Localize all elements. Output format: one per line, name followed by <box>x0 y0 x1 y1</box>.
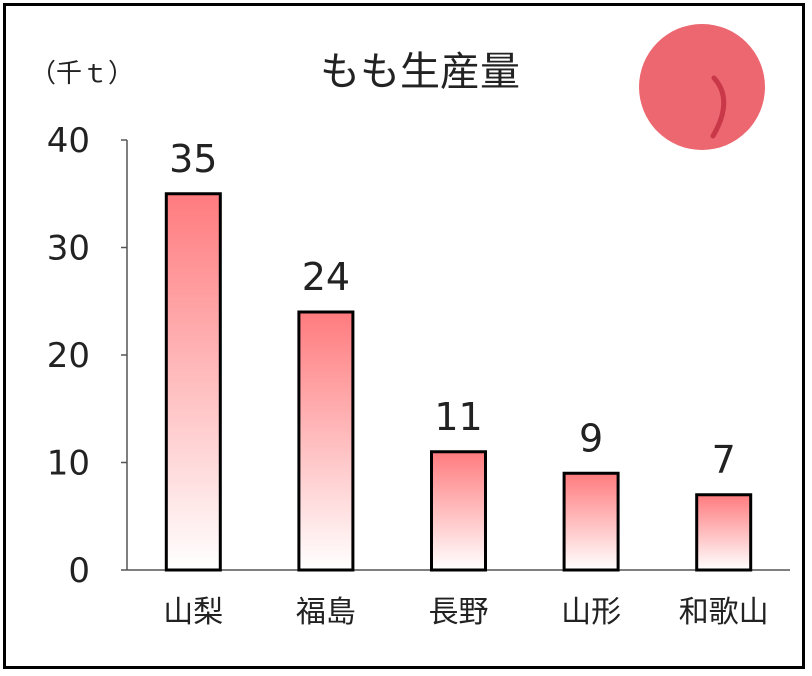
y-tick-label: 0 <box>68 551 90 591</box>
data-labels: 35 24 11 9 7 <box>169 137 736 482</box>
y-tick-label: 40 <box>47 121 90 161</box>
data-label: 24 <box>302 255 350 299</box>
peach-icon <box>639 24 765 150</box>
y-tick-label: 30 <box>47 229 90 269</box>
y-axis-unit-label: （千ｔ） <box>30 59 134 89</box>
bar <box>297 310 355 572</box>
data-label: 11 <box>434 395 482 439</box>
data-label: 7 <box>712 438 736 482</box>
y-tick-label: 20 <box>47 336 90 376</box>
x-tick-label: 長野 <box>429 595 489 630</box>
x-tick-label: 山梨 <box>163 595 223 630</box>
bar <box>430 450 487 572</box>
x-axis-labels: 山梨 福島 長野 山形 和歌山 <box>163 595 768 630</box>
x-tick-label: 山形 <box>561 595 621 630</box>
bar <box>562 471 620 572</box>
data-label: 35 <box>169 137 217 181</box>
data-label: 9 <box>579 416 603 460</box>
y-axis-ticks: 0 10 20 30 40 <box>47 121 127 591</box>
y-tick-label: 10 <box>47 444 90 484</box>
x-tick-label: 和歌山 <box>679 595 769 630</box>
x-tick-label: 福島 <box>296 595 356 630</box>
bar <box>164 192 222 572</box>
bars <box>164 192 753 572</box>
chart-title: もも生産量 <box>320 49 520 95</box>
bar <box>695 493 753 572</box>
